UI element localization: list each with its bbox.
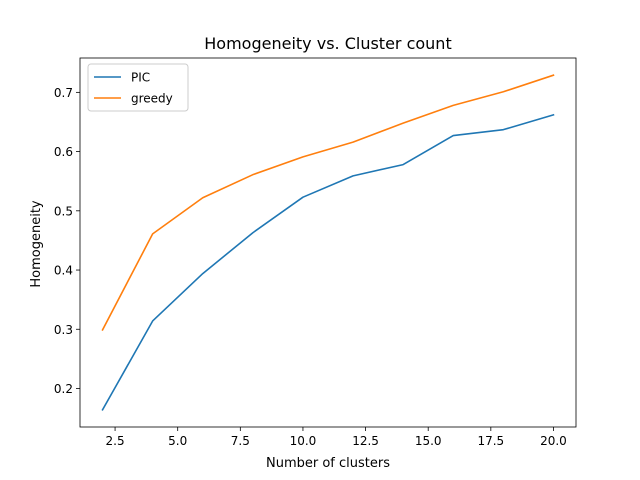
y-tick-label: 0.7 [54,86,73,100]
x-tick-label: 5.0 [168,434,187,448]
x-axis-label: Number of clusters [266,456,390,471]
x-tick-label: 10.0 [290,434,317,448]
x-tick-label: 2.5 [106,434,125,448]
x-axis-ticks: 2.5 5.0 7.5 10.0 12.5 15.0 17.5 20.0 [106,427,567,448]
y-axis-ticks: 0.2 0.3 0.4 0.5 0.6 0.7 [54,86,80,396]
plot-area [79,57,577,428]
x-tick-label: 17.5 [477,434,504,448]
x-tick-label: 15.0 [415,434,442,448]
plot-frame [79,57,577,428]
y-tick-label: 0.6 [54,145,73,159]
y-tick-label: 0.4 [54,264,73,278]
y-tick-label: 0.5 [54,204,73,218]
legend-label-greedy: greedy [131,92,173,106]
x-tick-label: 12.5 [352,434,379,448]
x-tick-label: 20.0 [540,434,567,448]
y-tick-label: 0.2 [54,382,73,396]
legend-label-pic: PIC [131,71,150,85]
chart-title: Homogeneity vs. Cluster count [204,34,451,53]
legend: PIC greedy [87,63,189,112]
y-axis-label: Homogeneity [29,200,44,288]
series-line-greedy [101,74,555,331]
series-lines [101,74,555,411]
legend-box [87,63,189,112]
y-tick-label: 0.3 [54,323,73,337]
x-tick-label: 7.5 [231,434,250,448]
series-line-pic [101,113,555,411]
